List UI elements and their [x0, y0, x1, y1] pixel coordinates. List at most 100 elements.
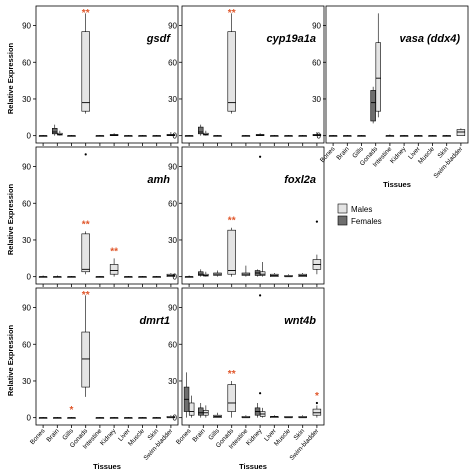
box-kidney-male [399, 135, 409, 137]
box-body [52, 128, 58, 135]
box-body [198, 407, 204, 416]
y-tick-label: 60 [22, 340, 31, 349]
outlier-point [259, 294, 262, 297]
box-kidney-female [254, 402, 261, 418]
y-tick-label: 60 [22, 199, 31, 208]
x-tick-label: Kidney [389, 145, 408, 165]
box-bones-male [188, 395, 195, 418]
box-gills-male [67, 417, 76, 419]
box-body [375, 42, 381, 112]
y-tick-label: 90 [22, 304, 31, 313]
x-tick-label: Brain [335, 145, 351, 161]
box-body [456, 129, 466, 136]
x-tick-label: Muscle [417, 145, 436, 165]
y-axis-label: Relative Expression [6, 183, 15, 255]
x-tick-label: Kidney [99, 427, 118, 447]
legend: Males Females [337, 203, 382, 226]
box-muscle-male [138, 276, 147, 278]
y-tick-label: 90 [168, 22, 177, 31]
box-skin-male [152, 417, 161, 419]
box-skin-male [298, 272, 307, 277]
outlier-point [259, 155, 262, 158]
box-brain-male [203, 130, 209, 136]
y-tick-label: 0 [317, 132, 322, 141]
box-gonads-male [81, 13, 90, 114]
box-body [227, 31, 236, 112]
y-tick-label: 0 [27, 273, 32, 282]
y-tick-label: 30 [312, 95, 321, 104]
box-gonads-male [81, 231, 90, 275]
panel-frame [35, 5, 179, 144]
box-swim-bladder-male [312, 254, 322, 275]
box-intestine-male [241, 135, 251, 137]
outlier-point [315, 401, 318, 405]
box-gonads-male [227, 13, 236, 114]
significance-star: ** [228, 216, 236, 227]
box-brain-female [198, 124, 204, 136]
box-gonads-male [375, 13, 381, 118]
significance-star: ** [228, 369, 236, 380]
box-body [188, 402, 195, 416]
y-tick-label: 0 [27, 132, 32, 141]
box-swim-bladder-male [312, 405, 322, 418]
y-tick-label: 0 [173, 273, 178, 282]
panel-cyp19a1a: 0 30 60 90 cyp19a1a ** [168, 5, 325, 146]
box-brain-male [53, 417, 62, 419]
box-intestine-male [241, 415, 251, 419]
box-swim-bladder-male [166, 131, 176, 136]
panel-frame [35, 146, 179, 285]
panel-title: wnt4b [284, 315, 316, 327]
box-skin-male [298, 135, 307, 137]
legend-females-swatch [337, 215, 348, 226]
box-swim-bladder-male [166, 415, 176, 419]
y-tick-label: 30 [168, 236, 177, 245]
box-intestine-male [95, 276, 105, 278]
significance-star: * [70, 405, 74, 416]
box-kidney-female [254, 269, 261, 277]
box-body [259, 271, 266, 276]
box-gills-male [213, 135, 222, 137]
box-swim-bladder-male [456, 128, 466, 136]
box-body [109, 264, 119, 275]
box-gills-male [213, 270, 222, 277]
panel-title: cyp19a1a [266, 33, 316, 45]
box-gonads-male [227, 380, 236, 418]
box-gills-male [67, 135, 76, 137]
significance-star: ** [82, 8, 90, 19]
panel-title: vasa (ddx4) [399, 33, 460, 45]
box-brain-male [53, 275, 62, 278]
x-axis-label: Tissues [93, 462, 121, 471]
y-axis-label: Relative Expression [6, 42, 15, 114]
box-bones-female [183, 372, 190, 418]
y-tick-label: 90 [168, 163, 177, 172]
significance-star: ** [82, 290, 90, 301]
y-tick-label: 90 [22, 22, 31, 31]
panel-frame [181, 5, 325, 144]
x-tick-label: Bones [29, 427, 47, 446]
box-brain-male [203, 271, 209, 277]
panel-frame [181, 287, 325, 426]
y-tick-label: 30 [22, 95, 31, 104]
box-liver-male [124, 417, 133, 419]
y-tick-label: 60 [168, 58, 177, 67]
box-body [312, 408, 322, 416]
box-kidney-male [259, 261, 266, 277]
y-tick-label: 60 [22, 58, 31, 67]
box-intestine-male [385, 134, 395, 137]
box-bones-male [38, 135, 48, 137]
box-kidney-male [255, 133, 265, 136]
outlier-point [259, 392, 262, 395]
y-tick-label: 60 [312, 58, 321, 67]
y-tick-label: 0 [27, 414, 32, 423]
y-tick-label: 0 [173, 414, 178, 423]
panel-gsdf: 0 30 60 90 Relative Expression gsdf ** [6, 5, 179, 146]
panel-amh: 0 30 60 90 Relative Expression amh ** ** [6, 146, 179, 287]
box-kidney-male [259, 407, 266, 418]
box-bones-male [38, 417, 48, 419]
box-bones-male [38, 275, 48, 278]
box-bones-male [184, 135, 194, 137]
box-body [81, 31, 90, 112]
panel-dmrt1: 0 30 60 90 Relative Expression dmrt1 BonesBrai… [6, 287, 179, 471]
box-intestine-male [241, 265, 251, 277]
